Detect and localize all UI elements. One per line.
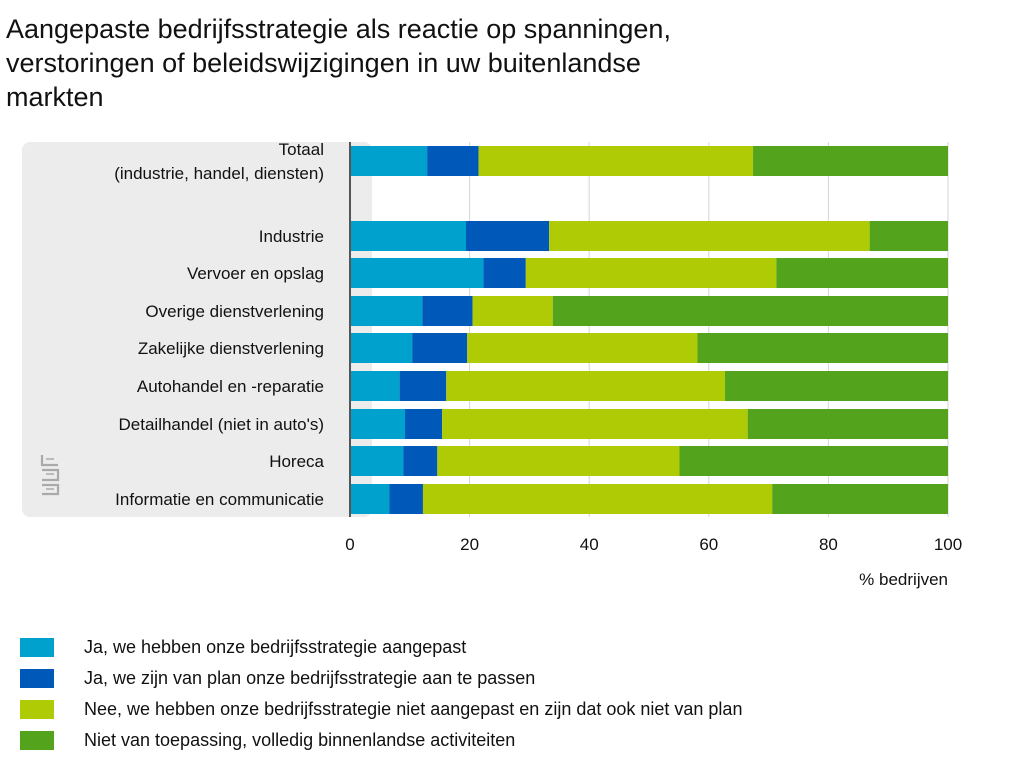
category-label: Industrie: [259, 227, 324, 246]
bar-segment: [403, 446, 438, 476]
bar-segment: [350, 146, 428, 176]
bar-segment: [350, 409, 406, 439]
bar-segment: [724, 371, 948, 401]
x-tick-label: 0: [345, 535, 354, 554]
x-tick-label: 60: [699, 535, 718, 554]
bar-segment: [776, 258, 948, 288]
category-panel: [22, 142, 372, 517]
legend-swatch: [20, 669, 54, 688]
bar-segment: [399, 371, 447, 401]
legend-label: Ja, we hebben onze bedrijfsstrategie aan…: [84, 637, 467, 657]
bar-segment: [747, 409, 948, 439]
bar-segment: [422, 484, 773, 514]
legend-item: Niet van toepassing, volledig binnenland…: [20, 725, 742, 756]
legend-item: Nee, we hebben onze bedrijfsstrategie ni…: [20, 694, 742, 725]
category-label: Detailhandel (niet in auto's): [119, 415, 324, 434]
bar-segment: [389, 484, 423, 514]
bar-segment: [405, 409, 443, 439]
bar-segment: [525, 258, 777, 288]
legend-item: Ja, we hebben onze bedrijfsstrategie aan…: [20, 632, 742, 663]
bar-segment: [412, 333, 468, 363]
bar-segment: [422, 296, 473, 326]
x-tick-labels: 0 20 40 60 80 100: [345, 535, 962, 554]
bar-segment: [552, 296, 948, 326]
category-label: Overige dienstverlening: [145, 302, 324, 321]
bar-segment: [350, 258, 484, 288]
stacked-bar-chart: Totaal (industrie, handel, diensten) Indus…: [22, 140, 962, 589]
category-labels: Totaal (industrie, handel, diensten) Indus…: [114, 140, 324, 509]
category-label: Zakelijke dienstverlening: [138, 339, 324, 358]
x-axis-label: % bedrijven: [859, 570, 948, 589]
bar-segment: [466, 221, 550, 251]
bar-segment: [350, 333, 413, 363]
bar-segment: [350, 484, 390, 514]
bar-segment: [442, 409, 748, 439]
bar-segment: [472, 296, 553, 326]
bar-segment: [549, 221, 870, 251]
legend-swatch: [20, 638, 54, 657]
bar-segment: [467, 333, 698, 363]
bar-segment: [483, 258, 526, 288]
bars: [350, 146, 948, 514]
bar-segment: [679, 446, 948, 476]
legend-swatch: [20, 700, 54, 719]
bar-segment: [350, 446, 404, 476]
legend-label: Ja, we zijn van plan onze bedrijfsstrate…: [84, 668, 536, 688]
bar-segment: [350, 296, 423, 326]
legend-label: Niet van toepassing, volledig binnenland…: [84, 730, 516, 750]
bar-segment: [772, 484, 948, 514]
category-panel-bg: [22, 142, 372, 517]
bar-segment: [350, 371, 400, 401]
category-label: Autohandel en -reparatie: [137, 377, 324, 396]
cbs-logo-mark: [40, 455, 60, 496]
bar-segment: [753, 146, 948, 176]
x-tick-label: 100: [934, 535, 962, 554]
bar-segment: [478, 146, 754, 176]
x-tick-label: 80: [819, 535, 838, 554]
category-label: Vervoer en opslag: [187, 264, 324, 283]
bar-segment: [697, 333, 948, 363]
x-tick-label: 20: [460, 535, 479, 554]
legend-label: Nee, we hebben onze bedrijfsstrategie ni…: [84, 699, 743, 719]
category-label: Horeca: [269, 452, 324, 471]
cbs-logo-icon: [40, 455, 60, 496]
bar-segment: [869, 221, 948, 251]
legend-swatch: [20, 731, 54, 750]
legend-item: Ja, we zijn van plan onze bedrijfsstrate…: [20, 663, 742, 694]
bar-segment: [446, 371, 725, 401]
chart-title: Aangepaste bedrijfsstrategie als reactie…: [6, 14, 671, 112]
bar-segment: [437, 446, 680, 476]
bar-segment: [427, 146, 479, 176]
category-label: (industrie, handel, diensten): [114, 164, 324, 183]
cbs-logo-detail: [46, 458, 54, 490]
legend: Ja, we hebben onze bedrijfsstrategie aan…: [20, 632, 742, 756]
category-label: Informatie en communicatie: [115, 490, 324, 509]
x-tick-label: 40: [580, 535, 599, 554]
bar-segment: [350, 221, 467, 251]
category-label: Totaal: [279, 140, 324, 159]
